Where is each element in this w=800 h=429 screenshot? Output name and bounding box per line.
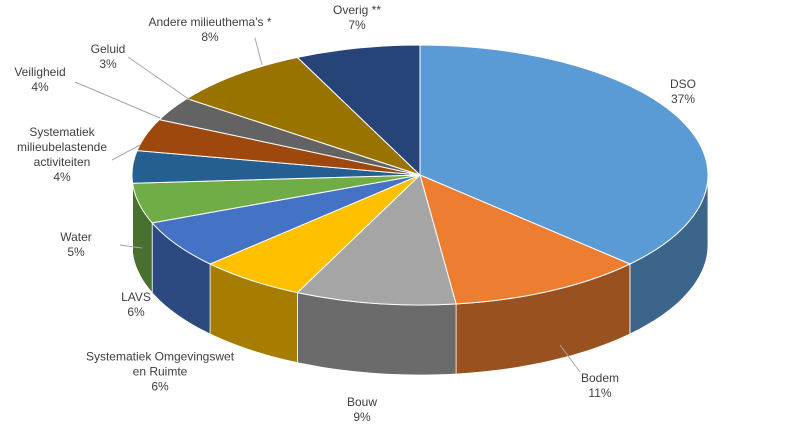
category-label: Andere milieuthema's * <box>148 15 272 29</box>
category-label: Systematiek milieubelastende activiteite… <box>16 125 108 169</box>
slice-label: Veiligheid 4% <box>0 65 80 95</box>
category-label: Systematiek Omgevingswet en Ruimte <box>85 349 235 379</box>
value-label: 11% <box>588 386 612 400</box>
slice <box>419 174 632 305</box>
value-label: 4% <box>53 170 71 184</box>
leader-line <box>74 81 161 119</box>
value-label: 9% <box>353 410 371 424</box>
leader-lines <box>74 37 581 373</box>
category-label: Overig ** <box>332 3 382 17</box>
slice <box>185 56 421 176</box>
category-label: Geluid <box>90 42 126 56</box>
slice-label: DSO 37% <box>653 77 713 107</box>
category-label: Water <box>60 230 92 244</box>
slice <box>296 44 421 177</box>
leader-line <box>119 244 143 249</box>
value-label: 5% <box>67 245 85 259</box>
slice-label: Geluid 3% <box>78 42 138 72</box>
value-label: 3% <box>99 57 117 71</box>
value-label: 6% <box>151 379 169 394</box>
slice-label: Andere milieuthema's * 8% <box>130 15 290 45</box>
slice <box>296 174 457 306</box>
value-label: 37% <box>670 92 696 106</box>
slice-label: Bodem 11% <box>570 371 630 401</box>
category-label: Bouw <box>346 395 378 409</box>
slice-side <box>131 174 133 254</box>
slice <box>419 44 709 265</box>
category-label: Bodem <box>580 371 620 385</box>
value-label: 7% <box>348 18 366 32</box>
category-label: DSO <box>669 77 696 91</box>
category-label: LAVS <box>121 290 151 304</box>
leader-line <box>111 144 141 161</box>
value-label: 6% <box>127 305 145 319</box>
slice-label: Systematiek Omgevingswet en Ruimte 6% <box>80 350 240 395</box>
leader-line <box>127 56 191 101</box>
slice-label: Water 5% <box>46 230 106 260</box>
value-label: 4% <box>31 80 49 94</box>
slice-sides <box>131 174 709 376</box>
slice-tops <box>131 44 709 306</box>
value-label: 8% <box>201 30 219 44</box>
slice-label: Overig ** 7% <box>317 3 397 33</box>
category-label: Veiligheid <box>14 65 66 79</box>
leader-line <box>559 344 581 373</box>
slice-label: Systematiek milieubelastende activiteite… <box>5 125 120 185</box>
slice-label: Bouw 9% <box>332 395 392 425</box>
leader-line <box>254 37 263 66</box>
slice-label: LAVS 6% <box>106 290 166 320</box>
